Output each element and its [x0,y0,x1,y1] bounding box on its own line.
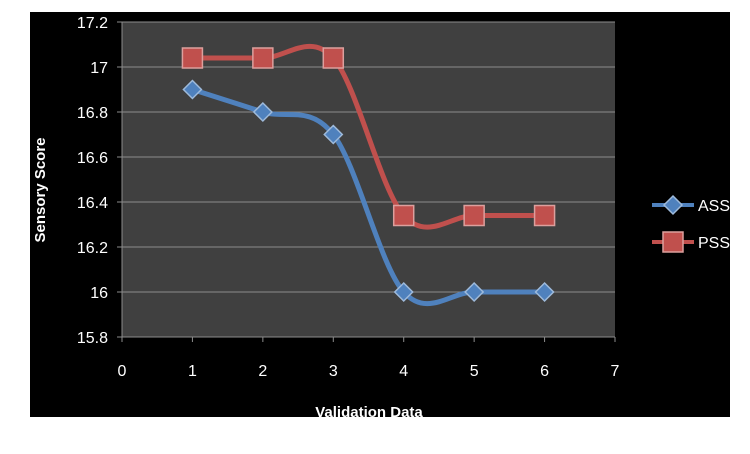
x-tick-label: 4 [399,363,408,380]
data-point-ass [252,101,273,123]
y-axis-title: Sensory Score [32,137,49,242]
y-tick-label: 16 [90,285,108,302]
data-point-ass [323,124,344,145]
x-tick-label: 1 [188,363,197,380]
data-point-pss [252,47,274,69]
x-tick-label: 3 [329,363,338,380]
data-point-ass [464,281,485,303]
data-point-ass [182,79,203,100]
y-tick-label: 15.8 [77,330,108,347]
x-axis-title: Validation Data [315,404,423,421]
y-tick-label: 17.2 [77,15,108,32]
data-point-pss [322,47,345,69]
y-tick-label: 16.8 [77,105,108,122]
data-point-pss [463,204,485,227]
y-tick-label: 16.4 [77,195,108,212]
legend-marker [662,194,684,216]
series [181,43,556,307]
legend: ASS PSS [652,194,730,253]
axes [121,22,616,342]
data-point-pss [533,204,556,227]
legend-item-ass: ASS [652,194,730,216]
data-point-pss [392,204,415,227]
y-tick-label: 17 [90,60,108,77]
x-tick-label: 7 [611,363,620,380]
y-tick-label: 16.2 [77,240,108,257]
legend-item-pss: PSS [652,231,730,253]
x-tick-labels: 0 1 2 3 4 5 6 7 [118,363,620,380]
x-tick-label: 6 [540,363,549,380]
data-point-ass [393,281,414,303]
legend-marker [662,231,684,253]
series-ass [182,79,555,307]
data-point-ass [534,281,555,303]
plot-area [122,22,615,337]
gridlines [117,21,615,338]
data-point-pss [181,47,204,69]
x-tick-label: 5 [470,363,479,380]
y-tick-labels: 15.8 16 16.2 16.4 16.6 16.8 17 17.2 [77,15,108,347]
x-tick-label: 2 [258,363,267,380]
x-tick-label: 0 [118,363,127,380]
legend-label: ASS [698,198,730,215]
y-tick-label: 16.6 [77,150,108,167]
series-pss [181,43,556,230]
legend-label: PSS [698,235,730,252]
